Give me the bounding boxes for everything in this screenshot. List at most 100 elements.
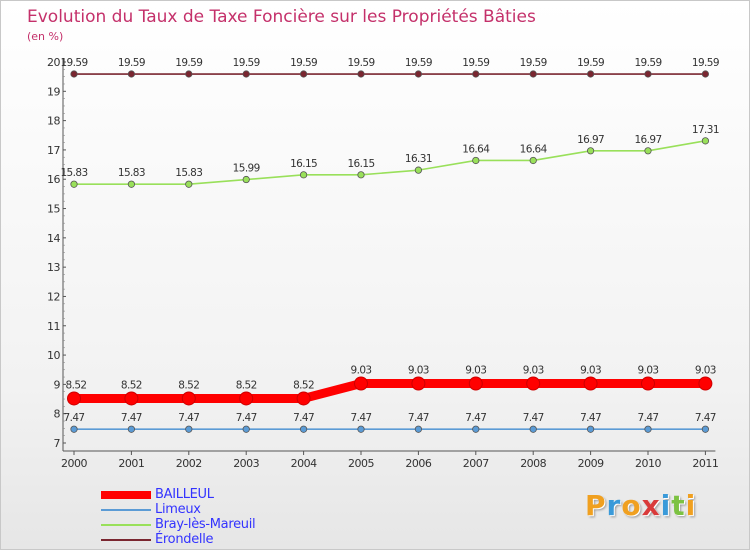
x-tick-label: 2001 <box>118 457 144 470</box>
x-tick-label: 2002 <box>176 457 202 470</box>
logo-letter: r <box>606 489 622 522</box>
data-point <box>299 425 308 433</box>
logo-letter: i <box>685 489 697 522</box>
data-label: 19.59 <box>577 57 604 69</box>
legend-swatch <box>101 524 151 526</box>
x-tick-label: 2007 <box>463 457 489 470</box>
data-point <box>529 425 537 433</box>
data-label: 16.97 <box>634 134 661 146</box>
data-point <box>70 425 78 433</box>
data-label: 17.31 <box>692 124 719 136</box>
legend-label: Bray-lès-Mareuil <box>155 517 256 532</box>
data-label: 19.59 <box>634 57 661 69</box>
data-label: 16.97 <box>577 134 604 146</box>
data-label: 16.64 <box>520 143 548 155</box>
y-tick-label: 18 <box>47 115 60 128</box>
data-point <box>242 70 250 78</box>
data-point <box>586 425 595 433</box>
legend-label: BAILLEUL <box>155 487 214 502</box>
y-tick-label: 19 <box>47 85 60 98</box>
data-label: 8.52 <box>121 379 142 391</box>
unit-label: (en %) <box>27 30 64 43</box>
data-point <box>299 171 308 179</box>
data-point <box>354 376 368 391</box>
logo-letter: t <box>671 489 686 522</box>
data-label: 7.47 <box>236 412 257 424</box>
data-point <box>529 156 537 165</box>
data-point <box>529 70 537 78</box>
data-point <box>181 391 196 406</box>
x-tick-label: 2009 <box>578 457 604 470</box>
data-point <box>70 70 78 78</box>
data-point <box>586 147 595 155</box>
data-label: 9.03 <box>695 365 716 377</box>
legend-label: Érondelle <box>155 532 214 547</box>
data-label: 8.52 <box>236 379 257 391</box>
data-label: 7.47 <box>351 412 372 424</box>
data-label: 9.03 <box>523 365 544 377</box>
data-point <box>239 391 254 406</box>
data-label: 19.59 <box>60 57 87 69</box>
data-point <box>698 376 713 391</box>
data-point <box>185 425 193 433</box>
data-point <box>472 425 480 433</box>
data-point <box>357 425 365 433</box>
data-point <box>414 70 422 78</box>
data-point <box>242 425 250 433</box>
data-label: 9.03 <box>580 365 601 377</box>
x-tick-label: 2011 <box>692 457 718 470</box>
y-tick-label: 10 <box>47 349 60 362</box>
data-point <box>414 425 422 433</box>
data-point <box>526 376 541 391</box>
y-tick-label: 9 <box>54 378 61 391</box>
y-tick-label: 16 <box>47 173 60 186</box>
data-point <box>472 156 480 165</box>
data-label: 19.59 <box>118 57 145 69</box>
data-label: 19.59 <box>692 57 719 69</box>
data-point <box>644 70 652 78</box>
data-point <box>357 171 365 179</box>
data-label: 19.59 <box>290 57 317 69</box>
x-tick-label: 2005 <box>348 457 374 470</box>
logo-letter: o <box>621 489 642 522</box>
data-label: 19.59 <box>520 57 547 69</box>
y-tick-label: 14 <box>47 232 60 245</box>
data-point <box>185 180 193 188</box>
data-label: 19.59 <box>233 57 260 69</box>
data-label: 15.99 <box>233 163 260 175</box>
data-label: 7.47 <box>121 412 142 424</box>
data-label: 19.59 <box>175 57 202 69</box>
data-point <box>641 376 655 391</box>
proxiti-logo: Proxiti <box>585 489 696 522</box>
y-tick-label: 8 <box>54 408 61 421</box>
data-label: 7.47 <box>580 412 601 424</box>
y-tick-label: 17 <box>47 144 60 157</box>
data-point <box>701 425 710 433</box>
y-tick-label: 7 <box>54 437 61 450</box>
y-tick-label: 20 <box>47 56 60 69</box>
x-tick-label: 2000 <box>61 457 87 470</box>
data-label: 9.03 <box>638 365 659 377</box>
y-tick-label: 13 <box>47 261 60 274</box>
data-point <box>127 70 135 78</box>
data-point <box>299 70 308 78</box>
data-point <box>67 391 81 406</box>
series-line <box>74 379 706 403</box>
data-point <box>127 425 135 433</box>
x-tick-label: 2008 <box>520 457 546 470</box>
data-label: 8.52 <box>66 379 87 391</box>
y-tick-label: 11 <box>47 320 60 333</box>
data-label: 16.31 <box>405 153 432 165</box>
data-label: 16.15 <box>290 158 317 170</box>
data-point <box>242 175 250 184</box>
logo-letter: i <box>660 489 672 522</box>
x-tick-label: 2006 <box>405 457 431 470</box>
data-label: 15.83 <box>118 167 145 179</box>
logo-letter: P <box>585 489 607 522</box>
x-tick-label: 2003 <box>233 457 259 470</box>
data-point <box>586 70 595 78</box>
data-label: 7.47 <box>695 412 716 424</box>
legend-label: Limeux <box>155 502 201 517</box>
